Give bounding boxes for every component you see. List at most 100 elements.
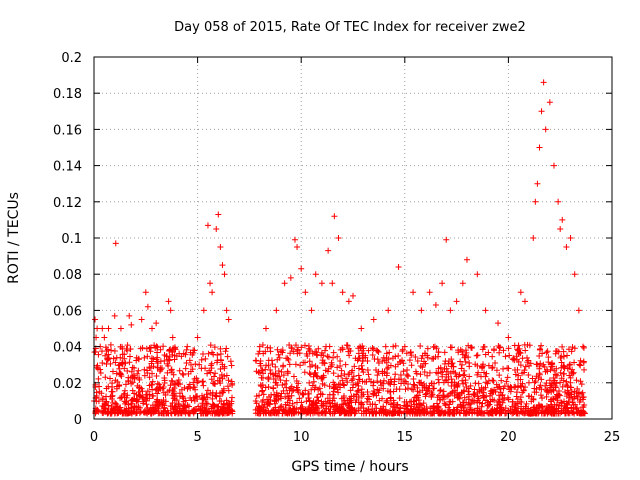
data-point <box>401 398 408 405</box>
data-point <box>346 395 353 402</box>
data-point <box>223 307 230 314</box>
data-point <box>560 377 567 384</box>
data-point <box>148 410 155 417</box>
data-point <box>511 342 518 349</box>
data-point <box>292 361 299 368</box>
data-point <box>303 398 310 405</box>
data-point <box>273 410 280 417</box>
data-point <box>371 355 378 362</box>
data-point <box>568 348 575 355</box>
data-point <box>375 359 382 366</box>
data-point <box>265 362 272 369</box>
data-point <box>289 388 296 395</box>
data-point <box>153 373 160 380</box>
data-point <box>164 369 171 376</box>
data-point <box>459 377 466 384</box>
data-point <box>319 380 326 387</box>
data-point <box>358 399 365 406</box>
data-point <box>137 408 144 415</box>
data-point <box>349 367 356 374</box>
data-point <box>449 398 456 405</box>
data-point <box>462 358 469 365</box>
data-point <box>108 395 115 402</box>
x-tick-label: 15 <box>397 430 414 445</box>
data-point <box>286 397 293 404</box>
data-point <box>349 376 356 383</box>
data-point <box>145 408 152 415</box>
data-point <box>524 359 531 366</box>
data-point <box>322 367 329 374</box>
data-point <box>459 348 466 355</box>
data-point <box>144 369 151 376</box>
data-point <box>123 394 130 401</box>
data-point <box>149 381 156 388</box>
data-point <box>544 408 551 415</box>
data-point <box>302 387 309 394</box>
data-point <box>252 357 259 364</box>
data-point <box>540 79 547 86</box>
data-point <box>335 389 342 396</box>
data-point <box>539 395 546 402</box>
data-point <box>338 372 345 379</box>
data-point <box>256 404 263 411</box>
data-point <box>294 346 301 353</box>
data-point <box>309 382 316 389</box>
data-point <box>304 352 311 359</box>
data-point <box>178 409 185 416</box>
data-point <box>457 358 464 365</box>
data-point <box>146 364 153 371</box>
data-point <box>522 363 529 370</box>
data-point <box>413 410 420 417</box>
data-point <box>514 384 521 391</box>
data-point <box>426 382 433 389</box>
data-point <box>128 380 135 387</box>
data-point <box>278 403 285 410</box>
data-point <box>126 312 133 319</box>
data-point <box>430 344 437 351</box>
data-point <box>313 403 320 410</box>
data-point <box>126 359 133 366</box>
data-point <box>413 393 420 400</box>
data-point <box>468 344 475 351</box>
data-point <box>575 307 582 314</box>
data-point <box>419 352 426 359</box>
data-point <box>122 381 129 388</box>
data-point <box>199 379 206 386</box>
data-point <box>130 408 137 415</box>
data-point <box>149 370 156 377</box>
data-point <box>426 388 433 395</box>
data-point <box>439 373 446 380</box>
data-point <box>327 403 334 410</box>
data-point <box>147 348 154 355</box>
data-point <box>325 247 332 254</box>
data-point <box>451 406 458 413</box>
data-point <box>553 380 560 387</box>
data-point <box>387 394 394 401</box>
data-point <box>465 354 472 361</box>
x-axis-label: GPS time / hours <box>291 459 408 475</box>
data-point <box>423 384 430 391</box>
data-point <box>445 360 452 367</box>
data-point <box>282 405 289 412</box>
data-point <box>345 371 352 378</box>
data-point <box>497 408 504 415</box>
data-point <box>355 372 362 379</box>
data-point <box>442 358 449 365</box>
data-point <box>460 372 467 379</box>
data-point <box>109 388 116 395</box>
data-point <box>383 372 390 379</box>
data-point <box>550 162 557 169</box>
data-point <box>472 380 479 387</box>
y-tick-label: 0.12 <box>53 196 82 211</box>
data-point <box>567 235 574 241</box>
data-point <box>228 378 235 385</box>
data-point <box>154 344 161 351</box>
data-point <box>214 359 221 366</box>
data-point <box>560 363 567 370</box>
data-point <box>278 348 285 355</box>
data-point <box>272 379 279 386</box>
data-point <box>518 383 525 390</box>
data-point <box>545 359 552 366</box>
data-point <box>559 343 566 350</box>
